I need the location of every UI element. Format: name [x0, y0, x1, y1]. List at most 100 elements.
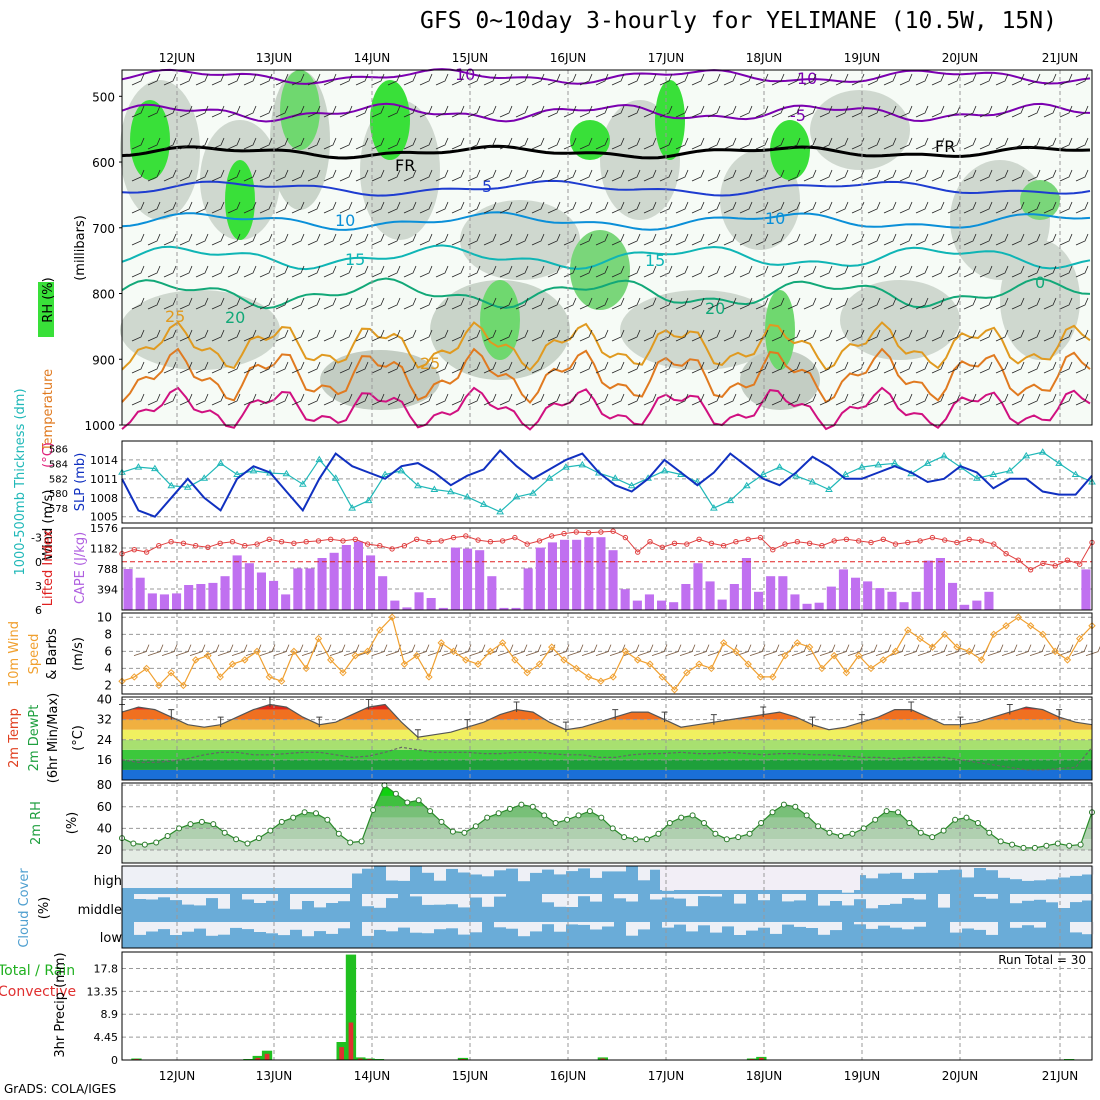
rh-tick-label: 60	[97, 800, 112, 814]
wind-barb	[323, 393, 337, 406]
wind-point	[351, 651, 359, 660]
li-point	[487, 539, 494, 545]
wind-barb	[979, 233, 993, 246]
wind-barb	[739, 361, 753, 374]
wind-barb	[553, 644, 570, 657]
wind-barb	[211, 73, 225, 86]
li-point	[377, 543, 383, 549]
wind-barb	[707, 265, 721, 278]
cloud-gap	[554, 922, 566, 932]
wind-barb	[483, 361, 497, 374]
contour-label: FR	[395, 156, 415, 175]
li-point	[156, 543, 162, 549]
thickness-point	[1005, 466, 1014, 474]
cloud-gap	[170, 894, 182, 901]
wind-barb	[307, 265, 321, 278]
cloud-gap	[446, 894, 458, 905]
li-point	[684, 541, 690, 547]
pressure-tick-label: 700	[92, 222, 115, 236]
cloud-gap	[410, 894, 422, 897]
cloud-gap	[194, 894, 206, 906]
wind-barb	[899, 169, 913, 182]
wind-barb	[1011, 233, 1025, 246]
wind-barb	[1059, 297, 1073, 310]
wind-barb	[867, 393, 881, 406]
cloud-gap	[1034, 866, 1046, 881]
cloud-gap	[962, 866, 974, 878]
wind-barb	[163, 201, 177, 214]
wind-barb	[339, 329, 353, 342]
wind-barb	[995, 169, 1009, 182]
wind-barb	[511, 644, 528, 657]
rh-point	[392, 790, 399, 797]
wind-barb	[227, 329, 241, 342]
wind-barb	[579, 265, 593, 278]
li-point	[168, 539, 174, 545]
wind-barb	[525, 644, 542, 657]
wind-barb	[339, 105, 353, 118]
thickness-point	[463, 492, 472, 500]
temp-tick-label: 32	[97, 713, 112, 727]
cloud-gap	[422, 866, 434, 873]
wind-barb	[643, 137, 657, 150]
thickness-point	[562, 463, 570, 470]
li-point	[328, 536, 334, 542]
temp-band	[122, 749, 1092, 760]
wind-barb	[211, 201, 225, 214]
x-tick-label-bottom: 17JUN	[648, 1069, 685, 1083]
wind-barb	[515, 297, 529, 310]
li-point	[733, 539, 739, 545]
cloud-gap	[326, 894, 338, 903]
wind-barb	[915, 297, 929, 310]
wind-barb	[371, 105, 385, 118]
wind-barb	[1075, 169, 1089, 182]
cloud-gap	[542, 922, 554, 925]
wind-barb	[611, 393, 625, 406]
wind-barb	[851, 361, 865, 374]
wind-barb	[531, 201, 545, 214]
rh-shade	[460, 200, 580, 280]
wind-barb	[979, 169, 993, 182]
cape-bar	[475, 550, 485, 610]
cloud-gap	[1046, 894, 1058, 903]
li-point	[266, 536, 272, 542]
pressure-tick-label: 600	[92, 156, 115, 170]
cloud-gap	[494, 866, 506, 871]
rh-point	[267, 827, 274, 834]
wind-barb	[467, 169, 481, 182]
wind-barb	[275, 73, 289, 86]
cape-bar	[608, 550, 618, 610]
wind-barb	[1011, 329, 1025, 342]
cape-bar	[244, 563, 254, 610]
wind-barb	[755, 105, 769, 118]
wind-point	[253, 647, 261, 656]
wind-point	[695, 660, 703, 668]
wind-barb	[163, 265, 177, 278]
li-point	[770, 547, 776, 553]
pressure-tick-label: 800	[92, 288, 115, 302]
wind-barb	[659, 329, 673, 342]
wind-barb	[259, 201, 273, 214]
rh-point	[758, 820, 765, 826]
wind-point	[277, 677, 286, 685]
wind-barb	[883, 297, 897, 310]
cloud-gap	[974, 866, 986, 868]
li-point	[622, 534, 629, 541]
wind-barb	[659, 297, 673, 310]
li-point	[610, 528, 616, 534]
wind-barb	[547, 169, 561, 182]
li-point	[794, 539, 800, 545]
wind-barb	[355, 329, 369, 342]
wind-barb	[833, 644, 850, 657]
cloud-gap	[950, 866, 962, 870]
thickness-point	[479, 500, 488, 507]
wind-barb	[355, 265, 369, 278]
thickness-ylabel: 1000-500mb Thickness (dm)	[13, 388, 28, 575]
wind-barb	[195, 201, 209, 214]
thickness-point	[726, 496, 735, 504]
wind-barb	[147, 297, 161, 310]
wind-barb	[755, 137, 769, 150]
wind-barb	[291, 329, 305, 342]
cloud-gap	[362, 922, 374, 936]
temp-minmax-bar	[365, 699, 372, 710]
